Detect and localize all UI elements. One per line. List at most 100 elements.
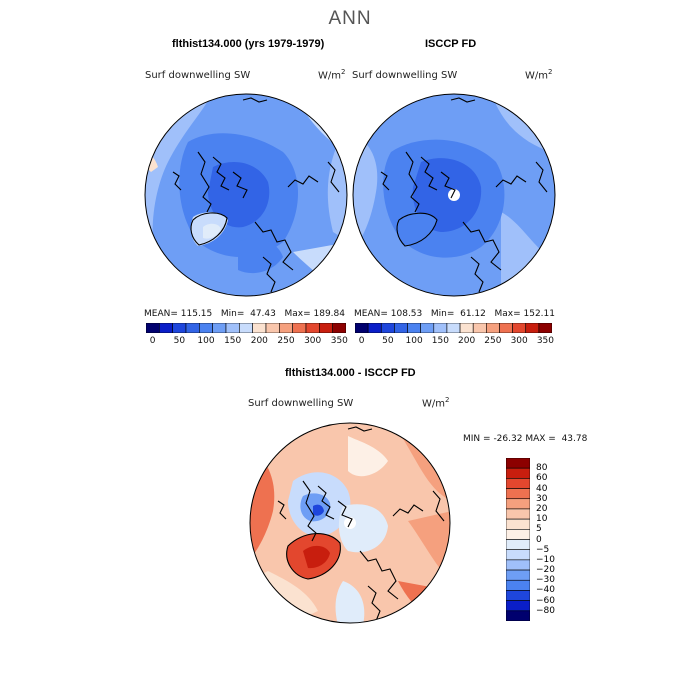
panel3-title: flthist134.000 - ISCCP FD [285, 367, 416, 379]
panel2-colorbar [355, 323, 552, 333]
panel2-field-region [412, 158, 482, 232]
panel2-colorbar-tick-label: 50 [382, 336, 394, 346]
panel2-colorbar-tick-label: 350 [536, 336, 555, 346]
panel3-field-region [313, 504, 324, 516]
panel3-stats: MIN = -26.32 MAX = 43.78 [463, 434, 588, 444]
panel3-colorbar-swatch [506, 478, 530, 489]
panel3-colorbar-swatch [506, 600, 530, 612]
panel3-colorbar-tick-label: 20 [536, 503, 548, 514]
panel3-field-region [338, 504, 388, 553]
panel2-colorbar-swatch [538, 323, 552, 333]
panel1-colorbar-swatch [199, 323, 213, 333]
panel1-stats: MEAN= 115.15 Min= 47.43 Max= 189.84 [144, 309, 345, 319]
panel2-colorbar-tick-label: 0 [358, 336, 365, 346]
panel3-colorbar-tick-label: −40 [536, 585, 555, 596]
panel2-colorbar-swatch [499, 323, 513, 333]
panel2-colorbar-swatch [525, 323, 540, 333]
panel3-colorbar-swatch [506, 529, 530, 540]
panel3-colorbar-tick-label: 0 [536, 534, 542, 545]
panel3-colorbar-swatch [506, 458, 530, 469]
panel1-colorbar-swatch [172, 323, 187, 333]
panel1-field-region [238, 237, 283, 274]
panel1-colorbar-swatch [212, 323, 227, 333]
panel3-colorbar-tick-label: −5 [536, 544, 550, 555]
panel2-title: ISCCP FD [425, 38, 477, 50]
panel3-colorbar-tick-label: −80 [536, 605, 555, 616]
panel3-units: W/m2 [422, 396, 450, 410]
panel1-field-region [208, 162, 270, 228]
panel2-polar-map [352, 93, 556, 297]
panel3-colorbar-tick-label: 30 [536, 493, 548, 504]
panel1-colorbar-tick-label: 50 [173, 336, 186, 346]
panel1-colorbar-swatch [265, 323, 280, 333]
panel2-variable-label: Surf downwelling SW [352, 70, 458, 81]
panel1-coastlines [172, 97, 340, 293]
panel1-title: flthist134.000 (yrs 1979-1979) [172, 38, 325, 50]
panel3-variable-label: Surf downwelling SW [248, 398, 354, 409]
panel3-colorbar-swatch [506, 498, 530, 510]
panel2-colorbar-tick-label: 100 [405, 336, 423, 346]
panel2-colorbar-swatch [486, 323, 500, 333]
panel3-colorbar-tick-label: 5 [536, 524, 542, 535]
panel2-colorbar-swatch [367, 323, 382, 333]
panel1-colorbar-tick-label: 200 [250, 336, 268, 346]
panel3-colorbar [506, 458, 530, 621]
panel1-colorbar [146, 323, 346, 333]
panel1-colorbar-swatch [146, 323, 160, 333]
panel3-colorbar-tick-label: −10 [536, 554, 555, 565]
panel1-colorbar-swatch [319, 323, 333, 333]
panel3-colorbar-swatch [506, 579, 530, 591]
panel2-colorbar-swatch [433, 323, 448, 333]
panel2-colorbar-swatch [420, 323, 435, 333]
panel3-colorbar-swatch [506, 467, 530, 479]
panel1-units: W/m2 [318, 68, 346, 82]
panel2-colorbar-tick-label: 150 [431, 336, 449, 346]
panel3-colorbar-swatch [506, 569, 530, 581]
panel3-colorbar-tick-label: 80 [536, 463, 548, 474]
panel2-colorbar-swatch [394, 323, 408, 333]
panel3-colorbar-swatch [506, 488, 530, 500]
figure-title: ANN [328, 8, 372, 29]
panel3-colorbar-swatch [506, 610, 530, 621]
panel3-colorbar-swatch [506, 549, 530, 561]
panel2-colorbar-tick-label: 200 [458, 336, 476, 346]
panel1-colorbar-tick-label: 150 [224, 336, 242, 346]
panel2-stats: MEAN= 108.53 Min= 61.12 Max= 152.11 [354, 309, 555, 319]
panel1-colorbar-ticks: 0 50 100 150 200 250 300 350 [146, 336, 348, 348]
panel2-colorbar-tick-label: 300 [510, 336, 528, 346]
panel2-colorbar-swatch [380, 323, 395, 333]
panel1-colorbar-swatch [279, 323, 293, 333]
panel2-colorbar-swatch [407, 323, 421, 333]
panel3-colorbar-ticks: 80 60 40 30 20 10 5 0 −5 −10 −20 −30 −40 −60 −80 [536, 458, 566, 621]
panel1-colorbar-swatch [239, 323, 253, 333]
panel3-field-region [335, 581, 365, 623]
panel2-colorbar-tick-label: 250 [484, 336, 502, 346]
panel3-colorbar-swatch [506, 539, 530, 550]
panel3-colorbar-swatch [506, 559, 530, 571]
panel1-field-region [203, 223, 221, 239]
panel2-units: W/m2 [525, 68, 553, 82]
panel2-field-region [397, 213, 437, 246]
panel1-variable-label: Surf downwelling SW [145, 70, 251, 81]
panel3-colorbar-swatch [506, 518, 530, 530]
panel3-field-region [348, 436, 388, 477]
panel3-coastlines [277, 426, 445, 622]
panel2-colorbar-swatch [355, 323, 369, 333]
panel2-colorbar-swatch [472, 323, 487, 333]
panel1-polar-map [144, 93, 348, 297]
panel3-colorbar-tick-label: 60 [536, 473, 548, 484]
panel2-colorbar-swatch [512, 323, 527, 333]
panel1-colorbar-swatch [252, 323, 267, 333]
panel3-field-region [303, 545, 330, 569]
panel3-colorbar-tick-label: −60 [536, 595, 555, 606]
panel2-colorbar-ticks: 0 50 100 150 200 250 300 350 [355, 336, 555, 348]
panel2-colorbar-swatch [446, 323, 461, 333]
panel3-colorbar-swatch [506, 508, 530, 520]
panel3-polar-map [249, 422, 451, 624]
panel1-colorbar-tick-label: 350 [330, 336, 348, 346]
panel3-colorbar-tick-label: 10 [536, 514, 548, 525]
panel1-colorbar-tick-label: 100 [197, 336, 215, 346]
panel2-colorbar-swatch [459, 323, 474, 333]
panel1-colorbar-tick-label: 300 [304, 336, 322, 346]
panel3-colorbar-swatch [506, 590, 530, 601]
